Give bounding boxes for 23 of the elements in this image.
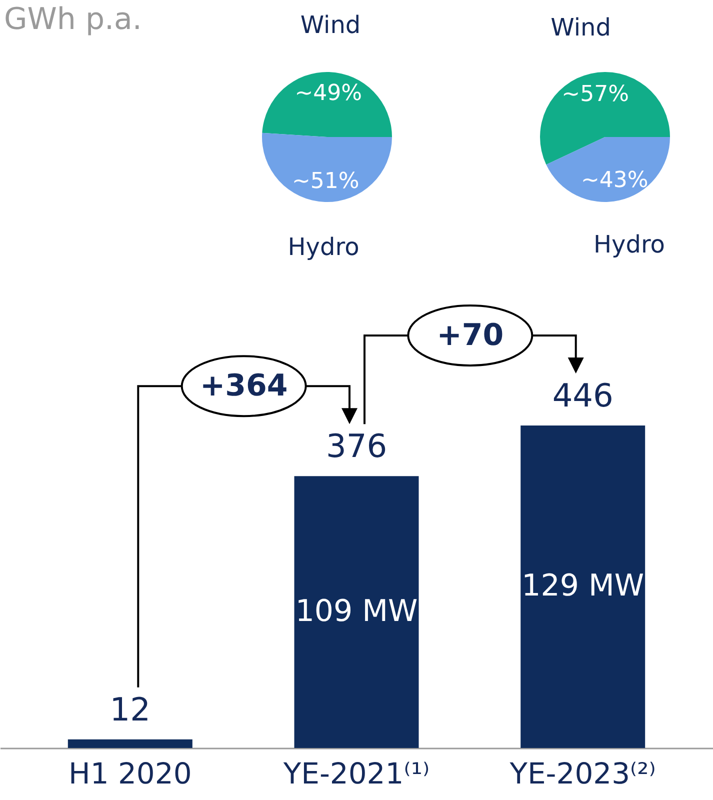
x-tick-label: H1 2020 xyxy=(68,756,192,790)
pie-slice xyxy=(540,72,670,165)
data-label: ~51% xyxy=(292,169,360,194)
annotation: 129 MW xyxy=(522,568,644,604)
pie-slice xyxy=(262,132,392,202)
slice-label: Hydro xyxy=(593,230,665,258)
annotation: 109 MW xyxy=(295,594,418,630)
data-label: ~49% xyxy=(294,80,362,106)
data-label: 376 xyxy=(326,427,388,466)
slice-label: Wind xyxy=(550,14,611,42)
pie-slice xyxy=(546,137,670,202)
text: +70 xyxy=(436,318,504,353)
data-label: 12 xyxy=(110,690,151,728)
data-label: ~57% xyxy=(562,82,630,107)
pie-slice xyxy=(262,72,392,137)
x-tick-label: YE-2021⁽¹⁾ xyxy=(282,756,430,790)
slice-label: Hydro xyxy=(288,232,360,261)
data-label: ~43% xyxy=(580,168,648,194)
text: +364 xyxy=(200,368,288,404)
chart-title: GWh p.a. xyxy=(4,2,142,37)
x-tick-label: YE-2023⁽²⁾ xyxy=(508,756,656,790)
data-label: 446 xyxy=(552,376,614,414)
slice-label: Wind xyxy=(300,11,361,40)
